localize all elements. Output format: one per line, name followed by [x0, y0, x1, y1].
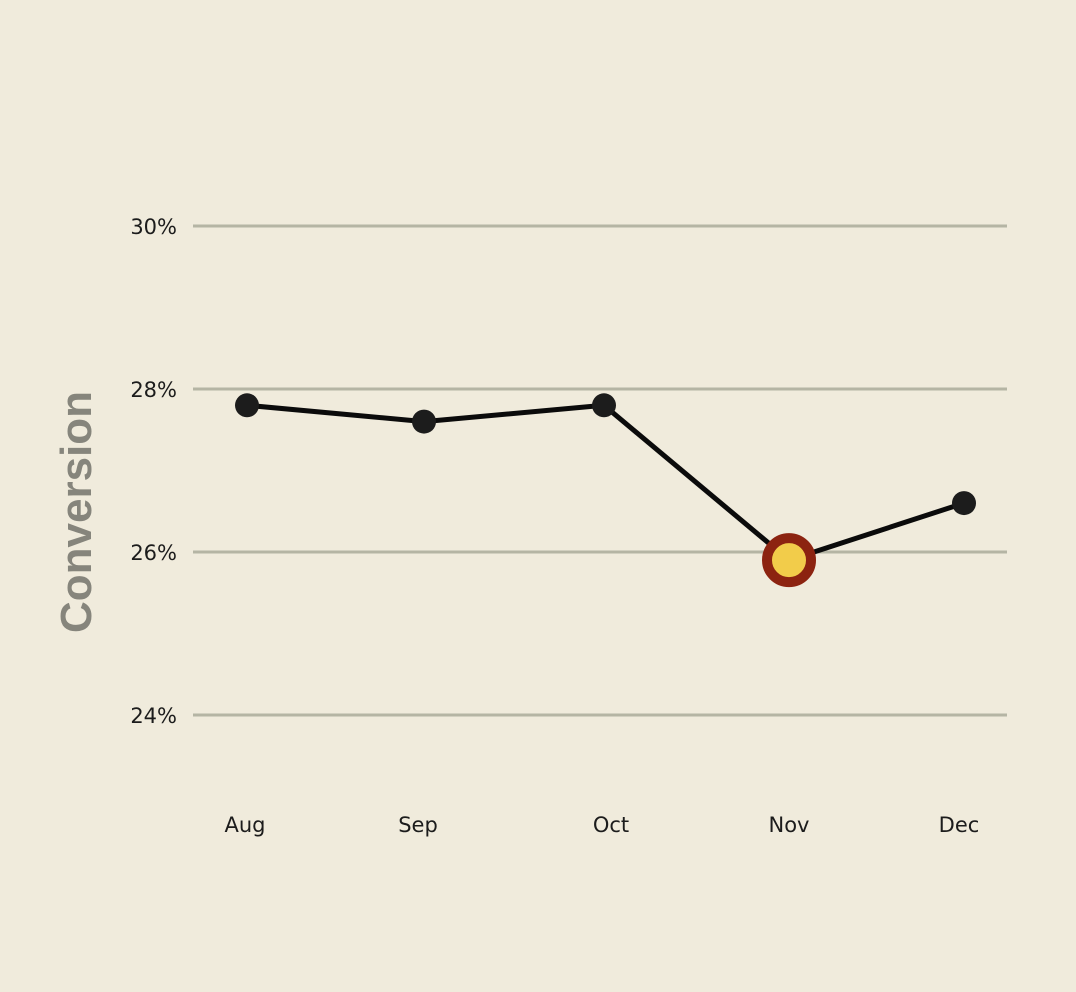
series-line-group	[246, 402, 965, 563]
y-tick-label: 28%	[130, 378, 177, 402]
x-tick-label-nov: Nov	[769, 813, 810, 837]
x-tick-label-aug: Aug	[224, 813, 265, 837]
data-point-aug	[235, 393, 259, 418]
data-point-oct	[592, 393, 616, 418]
series-line	[246, 402, 965, 563]
x-tick-label-dec: Dec	[939, 813, 980, 837]
highlighted-point-nov	[762, 533, 816, 588]
y-axis-title: Conversion	[52, 391, 101, 633]
data-point-dec	[952, 491, 976, 516]
data-point-sep	[412, 409, 436, 434]
y-tick-label: 26%	[130, 541, 177, 565]
x-axis-ticks: Aug Sep Oct Nov Dec	[224, 813, 979, 837]
y-axis-ticks: 30% 28% 26% 24%	[130, 215, 177, 728]
x-tick-label-sep: Sep	[398, 813, 438, 837]
y-tick-label: 30%	[130, 215, 177, 239]
gridlines	[193, 224, 1007, 717]
y-tick-label: 24%	[130, 704, 177, 728]
data-points	[235, 393, 976, 588]
x-tick-label-oct: Oct	[593, 813, 629, 837]
